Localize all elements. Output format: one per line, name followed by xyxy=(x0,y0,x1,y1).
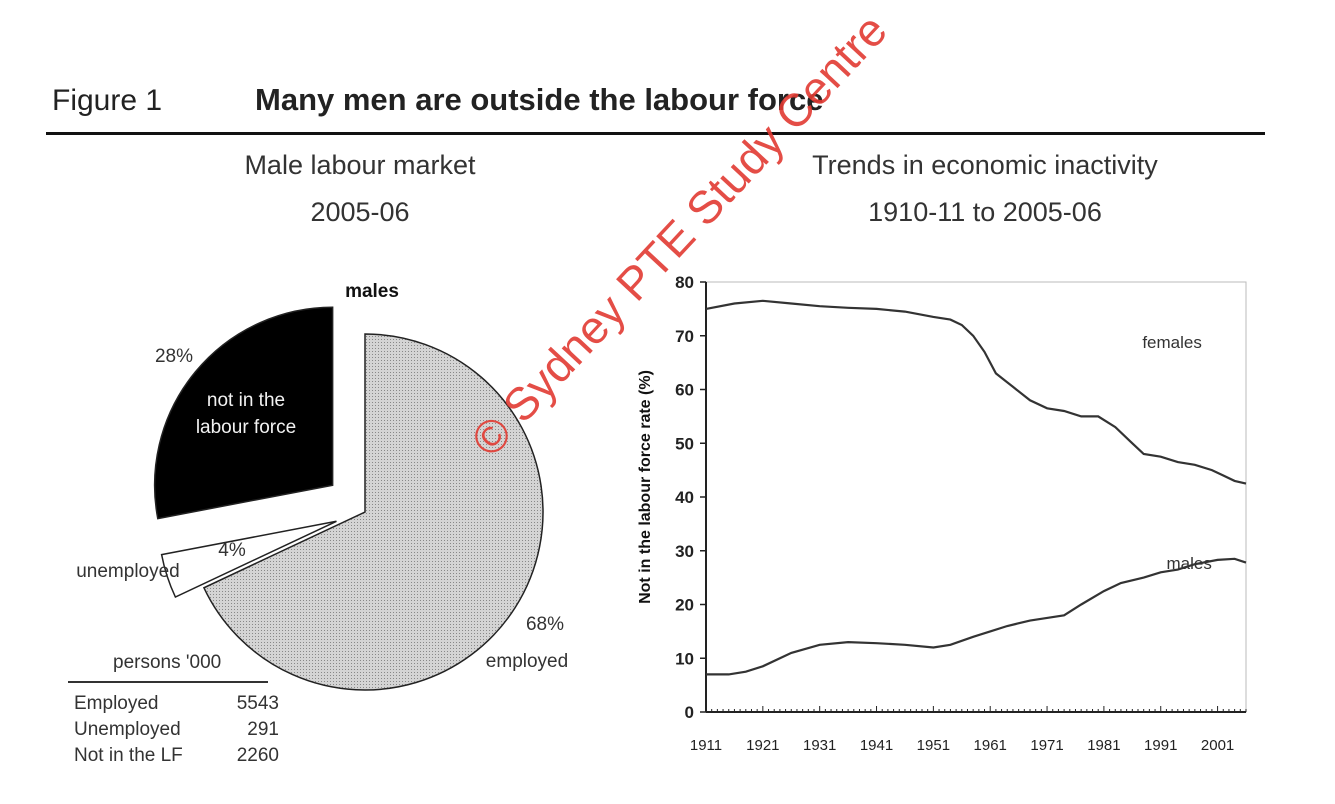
line-chart-title: Trends in economic inactivity xyxy=(812,150,1158,180)
table-row-value: 2260 xyxy=(236,745,279,766)
pie-slice-not-in-the-labour-force xyxy=(153,306,334,520)
table-row-value: 291 xyxy=(247,719,279,740)
y-tick-label: 70 xyxy=(675,327,694,346)
x-tick-label: 1981 xyxy=(1087,737,1120,754)
pie-slice-percent-label: 68% xyxy=(526,614,564,635)
pie-series-label: males xyxy=(345,281,399,302)
figure-title: Many men are outside the labour force xyxy=(255,82,824,117)
x-tick-label: 1961 xyxy=(974,737,1007,754)
x-tick-label: 1971 xyxy=(1030,737,1063,754)
pie-slice-percent-label: 28% xyxy=(155,346,193,367)
pie-chart-subtitle: 2005-06 xyxy=(310,197,410,227)
line-chart-subtitle: 1910-11 to 2005-06 xyxy=(868,197,1102,227)
figure-label: Figure 1 xyxy=(52,84,163,117)
pie-slice-unemployed xyxy=(160,520,337,599)
table-row-label: Employed xyxy=(74,693,159,714)
x-tick-label: 1921 xyxy=(746,737,779,754)
table-row-label: Unemployed xyxy=(74,719,181,740)
x-tick-label: 1911 xyxy=(690,737,722,754)
y-tick-label: 10 xyxy=(675,649,694,668)
y-tick-label: 30 xyxy=(675,542,694,561)
pie-slice-employed xyxy=(202,333,544,691)
table-row-label: Not in the LF xyxy=(74,745,183,766)
x-tick-label: 1931 xyxy=(803,737,836,754)
y-tick-label: 0 xyxy=(685,703,694,722)
series-label: males xyxy=(1166,554,1211,573)
table-rule xyxy=(68,681,268,683)
pie-slice-label: not in the xyxy=(207,390,285,411)
pie-slice-percent-label: 4% xyxy=(218,540,246,561)
x-tick-label: 1951 xyxy=(917,737,950,754)
pie-slice-label: employed xyxy=(486,651,568,672)
series-label: females xyxy=(1142,333,1202,352)
x-tick-label: 2001 xyxy=(1201,737,1234,754)
pie-slice-label: labour force xyxy=(196,417,296,438)
y-tick-label: 40 xyxy=(675,488,694,507)
title-rule xyxy=(46,132,1265,135)
y-tick-label: 60 xyxy=(675,381,694,400)
y-axis-label: Not in the labour force rate (%) xyxy=(637,370,654,604)
y-tick-label: 20 xyxy=(675,596,694,615)
y-tick-label: 80 xyxy=(675,273,694,292)
x-tick-label: 1991 xyxy=(1144,737,1177,754)
pie-chart-title: Male labour market xyxy=(244,150,476,180)
series-line-males xyxy=(706,557,1247,676)
table-header: persons '000 xyxy=(113,652,222,673)
series-line-females xyxy=(705,299,1247,485)
pie-slice-label: unemployed xyxy=(76,561,180,582)
y-tick-label: 50 xyxy=(675,434,694,453)
table-row-value: 5543 xyxy=(236,693,279,714)
x-tick-label: 1941 xyxy=(860,737,893,754)
